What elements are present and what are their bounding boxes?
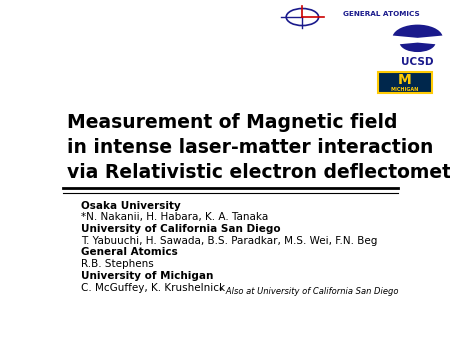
Text: R.B. Stephens: R.B. Stephens <box>81 259 153 269</box>
Wedge shape <box>393 25 442 38</box>
Text: T. Yabuuchi, H. Sawada, B.S. Paradkar, M.S. Wei, F.N. Beg: T. Yabuuchi, H. Sawada, B.S. Paradkar, M… <box>81 236 377 246</box>
Text: UCSD: UCSD <box>401 56 434 67</box>
Text: M: M <box>398 73 412 87</box>
Text: via Relativistic electron deflectometry: via Relativistic electron deflectometry <box>67 163 450 182</box>
Wedge shape <box>400 43 435 52</box>
Text: Measurement of Magnetic field: Measurement of Magnetic field <box>67 114 397 132</box>
Text: *N. Nakanii, H. Habara, K. A. Tanaka: *N. Nakanii, H. Habara, K. A. Tanaka <box>81 212 268 222</box>
Text: in intense laser-matter interaction: in intense laser-matter interaction <box>67 138 433 157</box>
Text: General Atomics: General Atomics <box>81 247 177 258</box>
Text: University of California San Diego: University of California San Diego <box>81 224 280 234</box>
Text: University of Michigan: University of Michigan <box>81 271 213 281</box>
Text: C. McGuffey, K. Krushelnick: C. McGuffey, K. Krushelnick <box>81 283 225 293</box>
Text: GENERAL ATOMICS: GENERAL ATOMICS <box>343 11 420 17</box>
Text: Osaka University: Osaka University <box>81 201 180 211</box>
Text: MICHIGAN: MICHIGAN <box>391 87 419 92</box>
Bar <box>378 72 432 93</box>
Text: * Also at University of California San Diego: * Also at University of California San D… <box>219 287 398 296</box>
